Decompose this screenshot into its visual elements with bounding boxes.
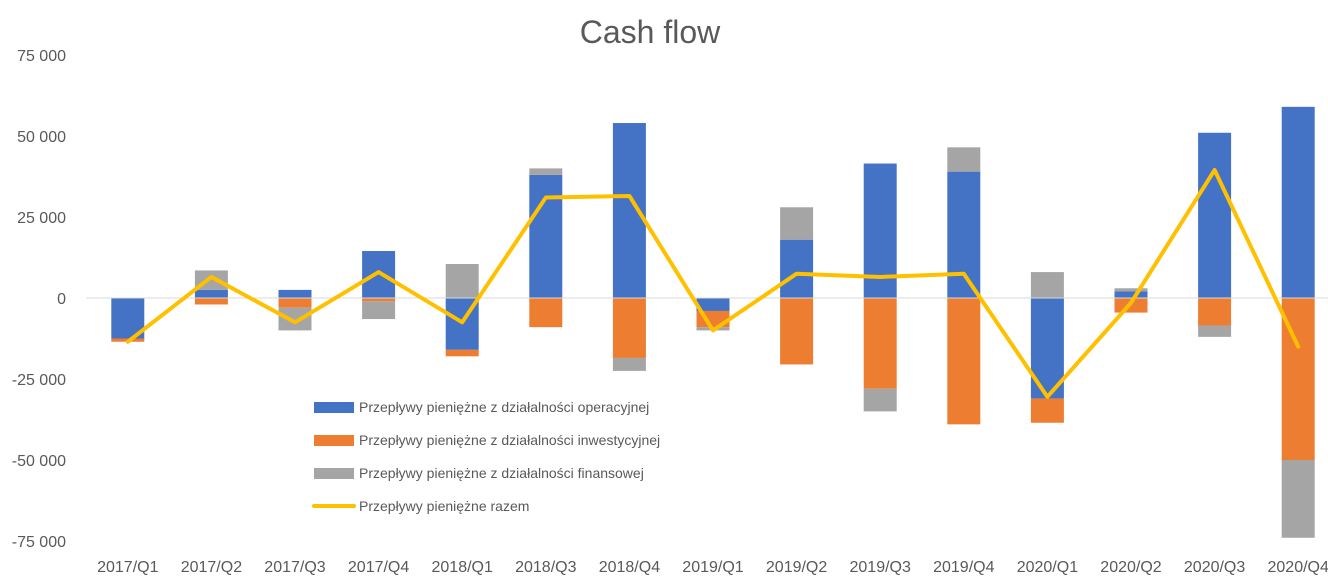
- bar-series3-2020-Q4: [1281, 460, 1315, 538]
- total-cash-flow-line: [125, 168, 1301, 399]
- bar-series1-2018-Q4: [612, 123, 646, 298]
- legend-label: Przepływy pieniężne z działalności opera…: [359, 399, 649, 415]
- legend: Przepływy pieniężne z działalności opera…: [312, 399, 660, 514]
- bar-series3-2019-Q3: [863, 388, 897, 412]
- x-tick-label: 2020/Q1: [1017, 559, 1078, 576]
- bar-series2-2017-Q3: [278, 298, 312, 308]
- bar-series2-2017-Q4: [362, 298, 396, 302]
- legend-label: Przepływy pieniężne z działalności inwes…: [359, 432, 660, 448]
- bar-series3-2017-Q4: [362, 301, 396, 320]
- bar-series3-2018-Q3: [529, 168, 563, 175]
- bar-series2-2018-Q4: [612, 298, 646, 358]
- x-tick-label: 2017/Q3: [264, 559, 325, 576]
- chart-title: Cash flow: [580, 14, 721, 50]
- bar-series1-2017-Q2: [194, 289, 228, 298]
- bar-series1-2019-Q4: [947, 171, 981, 298]
- bar-series2-2019-Q4: [947, 298, 981, 425]
- bar-series1-2020-Q3: [1198, 132, 1232, 298]
- bar-series2-2018-Q3: [529, 298, 563, 328]
- bar-series2-2018-Q1: [445, 349, 479, 357]
- x-tick-label: 2017/Q2: [181, 559, 242, 576]
- x-tick-label: 2018/Q4: [599, 559, 660, 576]
- y-axis-ticks: 75 000 50 000 25 000 0 -25 000 -50 000 -75 000: [12, 48, 66, 551]
- x-tick-label: 2017/Q4: [348, 559, 409, 576]
- bar-series2-2020-Q1: [1030, 398, 1064, 423]
- y-tick-label: 75 000: [17, 48, 66, 65]
- y-tick-label: -25 000: [12, 372, 66, 389]
- x-tick-label: 2020/Q4: [1268, 559, 1328, 576]
- y-tick-label: 50 000: [17, 129, 66, 146]
- bar-series3-2020-Q1: [1030, 272, 1064, 298]
- x-tick-label: 2019/Q3: [850, 559, 911, 576]
- total-line-layer: [125, 168, 1301, 399]
- bar-series2-2019-Q2: [780, 298, 814, 365]
- bar-series3-2019-Q4: [947, 147, 981, 172]
- bar-series1-2020-Q2: [1114, 291, 1148, 298]
- bar-series1-2019-Q1: [696, 298, 730, 311]
- bar-series3-2017-Q3: [278, 307, 312, 331]
- bar-series3-2020-Q3: [1198, 325, 1232, 337]
- x-tick-label: 2020/Q3: [1184, 559, 1245, 576]
- x-tick-label: 2018/Q3: [515, 559, 576, 576]
- bar-series3-2018-Q4: [612, 357, 646, 371]
- bar-series2-2019-Q3: [863, 298, 897, 389]
- x-tick-label: 2018/Q1: [432, 559, 493, 576]
- bar-series1-2020-Q4: [1281, 106, 1315, 298]
- bar-series2-2020-Q3: [1198, 298, 1232, 326]
- legend-swatch: [314, 435, 354, 446]
- legend-swatch: [314, 468, 354, 479]
- y-tick-label: -75 000: [12, 534, 66, 551]
- legend-label: Przepływy pieniężne razem: [359, 498, 529, 514]
- legend-swatch: [314, 402, 354, 413]
- bar-series1-2017-Q3: [278, 289, 312, 298]
- x-tick-label: 2020/Q2: [1100, 559, 1161, 576]
- bar-series3-2020-Q2: [1114, 288, 1148, 292]
- bar-series1-2017-Q4: [362, 251, 396, 298]
- x-tick-label: 2019/Q1: [682, 559, 743, 576]
- bar-series1-2018-Q3: [529, 174, 563, 298]
- x-tick-label: 2019/Q2: [766, 559, 827, 576]
- bar-series3-2018-Q1: [445, 263, 479, 298]
- x-axis-ticks: 2017/Q1 2017/Q2 2017/Q3 2017/Q4 2018/Q1 2018/…: [97, 559, 1328, 576]
- bar-series3-2019-Q2: [780, 207, 814, 240]
- bar-series1-2019-Q2: [780, 239, 814, 298]
- y-tick-label: -50 000: [12, 453, 66, 470]
- x-tick-label: 2019/Q4: [933, 559, 994, 576]
- y-tick-label: 25 000: [17, 210, 66, 227]
- y-tick-label: 0: [57, 291, 66, 308]
- x-tick-label: 2017/Q1: [97, 559, 158, 576]
- bar-series2-2017-Q2: [194, 298, 228, 305]
- legend-label: Przepływy pieniężne z działalności finan…: [359, 465, 644, 481]
